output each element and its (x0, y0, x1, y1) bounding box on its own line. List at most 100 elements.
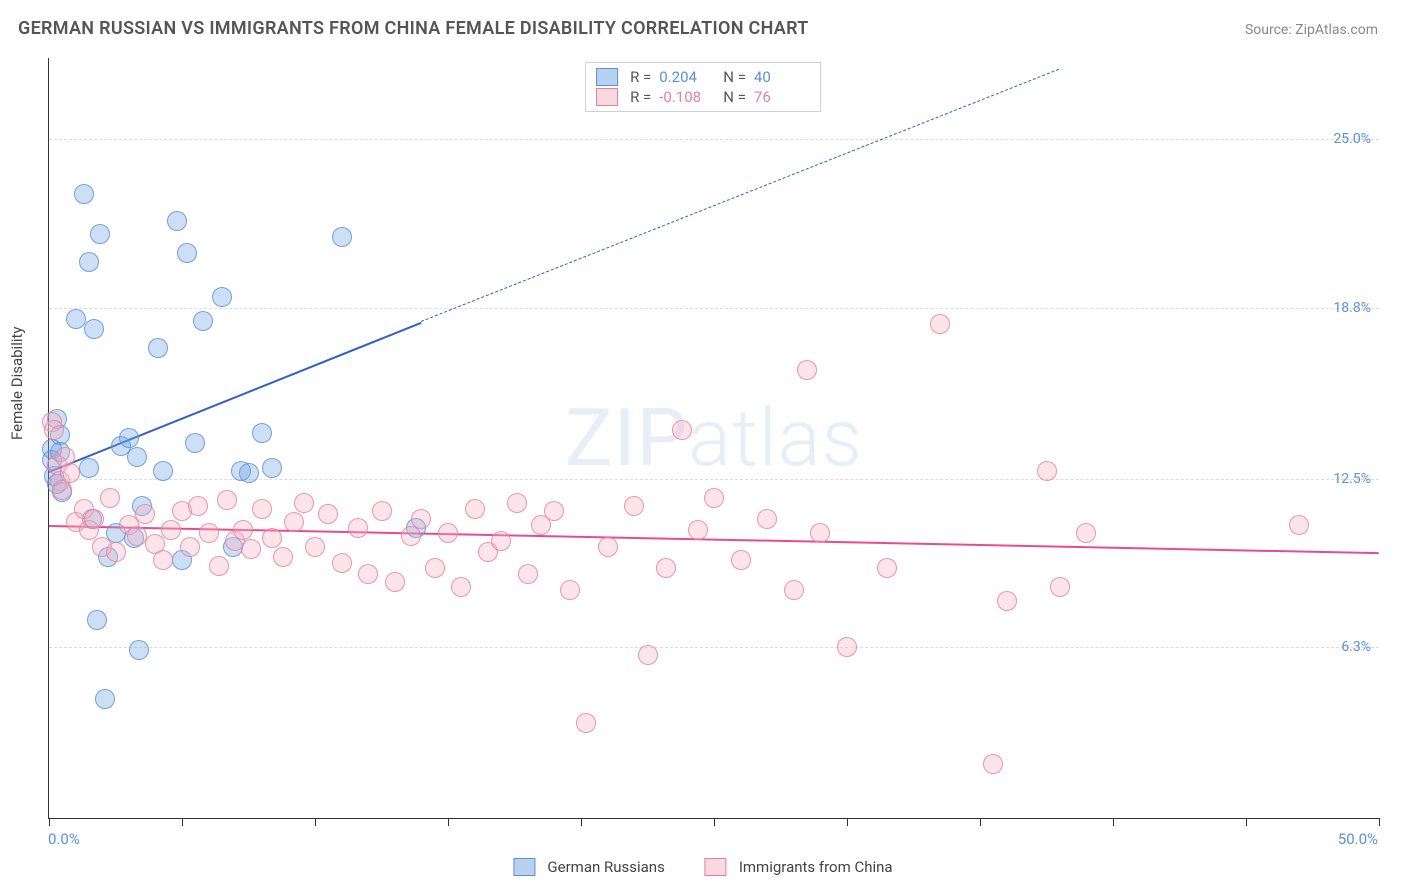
scatter-point (127, 526, 147, 546)
scatter-point (688, 520, 708, 540)
scatter-point (60, 463, 80, 483)
source-name: ZipAtlas.com (1295, 22, 1378, 38)
scatter-point (193, 311, 213, 331)
gridline (49, 139, 1379, 140)
bottom-legend: German Russians Immigrants from China (513, 858, 892, 876)
x-tick (315, 818, 316, 826)
scatter-point (930, 314, 950, 334)
scatter-point (241, 539, 261, 559)
n-value: 40 (754, 68, 810, 86)
scatter-point (100, 488, 120, 508)
scatter-point (252, 423, 272, 443)
scatter-point (153, 550, 173, 570)
scatter-point (217, 490, 237, 510)
scatter-point (79, 458, 99, 478)
legend-label: Immigrants from China (739, 858, 893, 876)
watermark-b: atlas (688, 391, 863, 485)
scatter-point (877, 558, 897, 578)
x-tick (1246, 818, 1247, 826)
legend-swatch (513, 858, 535, 876)
trend-line (49, 321, 422, 472)
n-label: N = (723, 88, 746, 106)
legend-swatch (705, 858, 727, 876)
scatter-point (465, 499, 485, 519)
scatter-point (161, 520, 181, 540)
scatter-point (106, 542, 126, 562)
r-label: R = (630, 68, 651, 86)
scatter-point (177, 243, 197, 263)
scatter-point (1037, 461, 1057, 481)
r-label: R = (630, 88, 651, 106)
scatter-point (544, 501, 564, 521)
x-tick (448, 818, 449, 826)
watermark-a: ZIP (565, 391, 688, 485)
scatter-point (451, 577, 471, 597)
x-tick (714, 818, 715, 826)
scatter-point (252, 499, 272, 519)
legend-swatch (596, 88, 618, 106)
scatter-point (119, 428, 139, 448)
x-tick (581, 818, 582, 826)
y-axis-label: Female Disability (8, 327, 26, 441)
scatter-point (239, 463, 259, 483)
scatter-point (672, 420, 692, 440)
scatter-point (66, 309, 86, 329)
source-attribution: Source: ZipAtlas.com (1245, 22, 1378, 38)
gridline (49, 647, 1379, 648)
source-label: Source: (1245, 22, 1292, 38)
scatter-point (262, 458, 282, 478)
scatter-point (507, 493, 527, 513)
scatter-point (135, 504, 155, 524)
x-axis-max-label: 50.0% (1338, 830, 1378, 848)
x-tick (182, 818, 183, 826)
x-tick (1113, 818, 1114, 826)
scatter-point (185, 433, 205, 453)
n-value: 76 (754, 88, 810, 106)
scatter-point (598, 537, 618, 557)
scatter-point (731, 550, 751, 570)
scatter-point (797, 360, 817, 380)
scatter-point (518, 564, 538, 584)
legend-swatch (596, 68, 618, 86)
legend-label: German Russians (547, 858, 664, 876)
r-value: 0.204 (659, 68, 715, 86)
scatter-point (273, 547, 293, 567)
watermark-text: ZIPatlas (565, 391, 863, 485)
scatter-point (129, 640, 149, 660)
scatter-point (84, 509, 104, 529)
scatter-point (1050, 577, 1070, 597)
y-tick-label: 12.5% (1333, 471, 1371, 487)
scatter-point (438, 523, 458, 543)
r-value: -0.108 (659, 88, 715, 106)
scatter-point (997, 591, 1017, 611)
scatter-point (425, 558, 445, 578)
scatter-point (576, 713, 596, 733)
x-tick (1379, 818, 1380, 826)
scatter-point (79, 252, 99, 272)
scatter-point (1076, 523, 1096, 543)
stats-legend-box: R =0.204N =40R =-0.108N =76 (585, 62, 821, 112)
x-axis-min-label: 0.0% (48, 830, 80, 848)
scatter-point (624, 496, 644, 516)
scatter-point (385, 572, 405, 592)
scatter-point (491, 531, 511, 551)
scatter-point (294, 493, 314, 513)
scatter-point (560, 580, 580, 600)
scatter-point (318, 504, 338, 524)
chart-title: GERMAN RUSSIAN VS IMMIGRANTS FROM CHINA … (18, 18, 809, 39)
scatter-point (348, 518, 368, 538)
legend-item: German Russians (513, 858, 664, 876)
scatter-point (127, 447, 147, 467)
scatter-point (983, 754, 1003, 774)
scatter-point (95, 689, 115, 709)
scatter-point (148, 338, 168, 358)
scatter-point (74, 184, 94, 204)
scatter-point (332, 553, 352, 573)
scatter-point (284, 512, 304, 532)
gridline (49, 308, 1379, 309)
scatter-point (212, 287, 232, 307)
scatter-point (180, 537, 200, 557)
stats-row: R =0.204N =40 (596, 67, 810, 87)
scatter-point (90, 224, 110, 244)
scatter-point (87, 610, 107, 630)
